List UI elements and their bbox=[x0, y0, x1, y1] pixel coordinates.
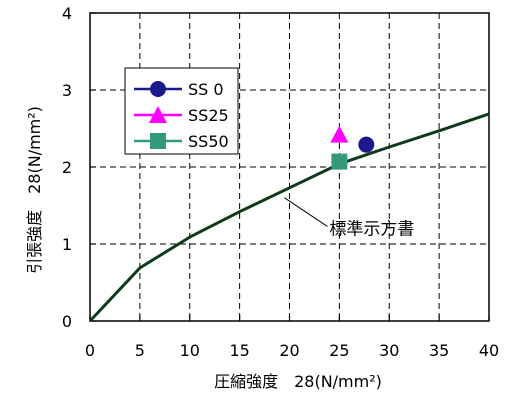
y-tick-label: 3 bbox=[62, 81, 72, 100]
points-layer bbox=[330, 125, 375, 170]
y-tick-label: 2 bbox=[62, 158, 72, 177]
annotation-leader-line bbox=[284, 197, 328, 227]
legend-box bbox=[124, 67, 239, 155]
x-tick-label: 0 bbox=[85, 341, 95, 360]
axis-ticks: 0 5 10 15 20 25 30 35 40 0 1 2 3 4 bbox=[62, 4, 499, 360]
x-tick-label: 15 bbox=[229, 341, 249, 360]
standard-spec-curve bbox=[88, 112, 490, 323]
legend-label: SS25 bbox=[188, 106, 229, 125]
x-tick-label: 30 bbox=[379, 341, 399, 360]
x-tick-label: 5 bbox=[135, 341, 145, 360]
x-tick-label: 20 bbox=[279, 341, 299, 360]
annotation: 標準示方書 bbox=[284, 197, 414, 239]
y-tick-label: 1 bbox=[62, 235, 72, 254]
legend-label: SS50 bbox=[188, 132, 229, 151]
data-point-ss0 bbox=[358, 136, 375, 153]
legend-marker bbox=[149, 106, 167, 123]
legend-marker bbox=[150, 133, 166, 149]
x-tick-label: 10 bbox=[180, 341, 200, 360]
legend-label: SS 0 bbox=[188, 80, 224, 99]
legend: SS 0 SS25 SS50 bbox=[124, 67, 239, 155]
x-tick-label: 25 bbox=[329, 341, 349, 360]
y-axis-label: 引張強度 28(N/mm²) bbox=[25, 106, 44, 274]
curve-layer bbox=[88, 112, 490, 323]
x-tick-label: 35 bbox=[429, 341, 449, 360]
data-point-ss25 bbox=[330, 125, 349, 143]
annotation-label: 標準示方書 bbox=[329, 219, 414, 239]
y-tick-label: 0 bbox=[62, 312, 72, 331]
x-tick-label: 40 bbox=[479, 341, 499, 360]
x-axis-label: 圧縮強度 28(N/mm²) bbox=[214, 372, 382, 391]
y-tick-label: 4 bbox=[62, 4, 72, 23]
data-point-ss50 bbox=[331, 153, 348, 170]
legend-marker bbox=[150, 81, 166, 97]
